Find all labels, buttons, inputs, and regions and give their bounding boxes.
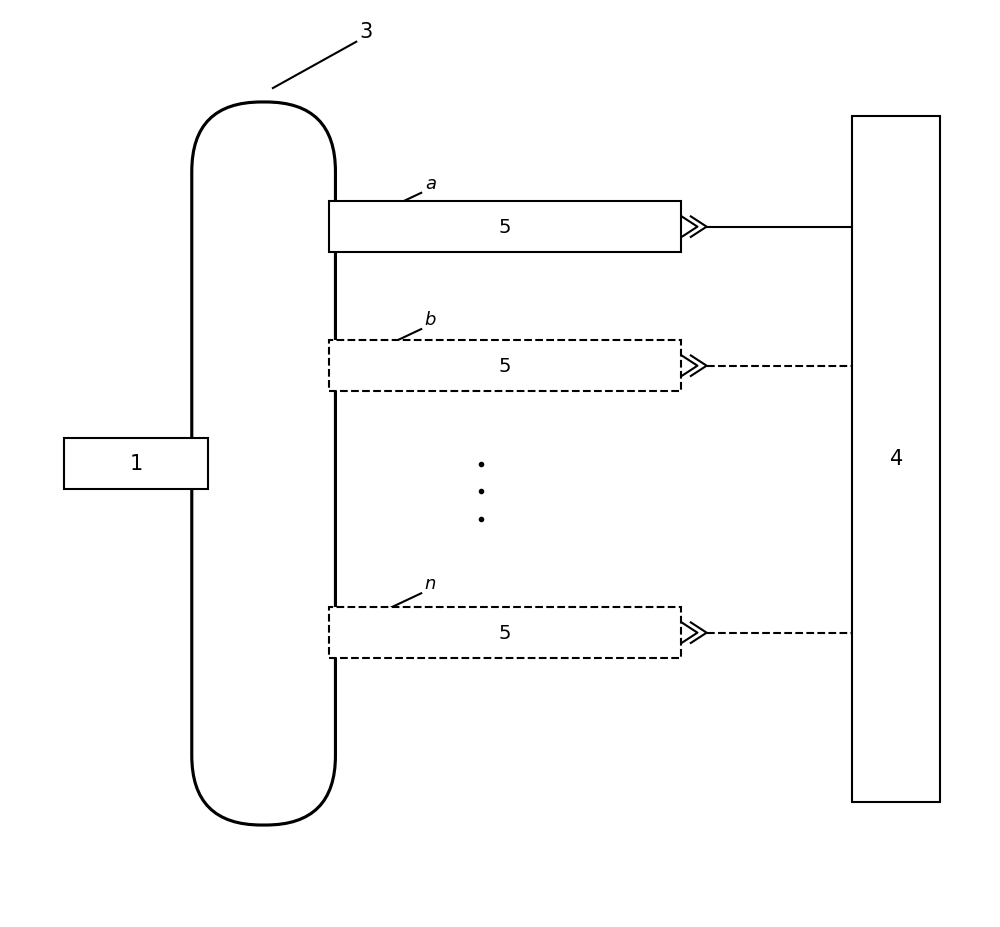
- Text: 1: 1: [130, 453, 143, 474]
- Bar: [329, 607, 681, 658]
- Bar: [64, 438, 208, 489]
- Bar: [329, 201, 681, 252]
- Text: 5: 5: [498, 218, 511, 236]
- Bar: [852, 116, 940, 802]
- Text: 4: 4: [890, 449, 903, 469]
- FancyBboxPatch shape: [192, 102, 335, 825]
- Text: 5: 5: [498, 357, 511, 375]
- Text: b: b: [425, 311, 436, 329]
- Text: n: n: [425, 575, 436, 593]
- Text: a: a: [425, 174, 436, 193]
- Text: 5: 5: [498, 624, 511, 642]
- Bar: [329, 340, 681, 391]
- Text: 3: 3: [359, 22, 372, 43]
